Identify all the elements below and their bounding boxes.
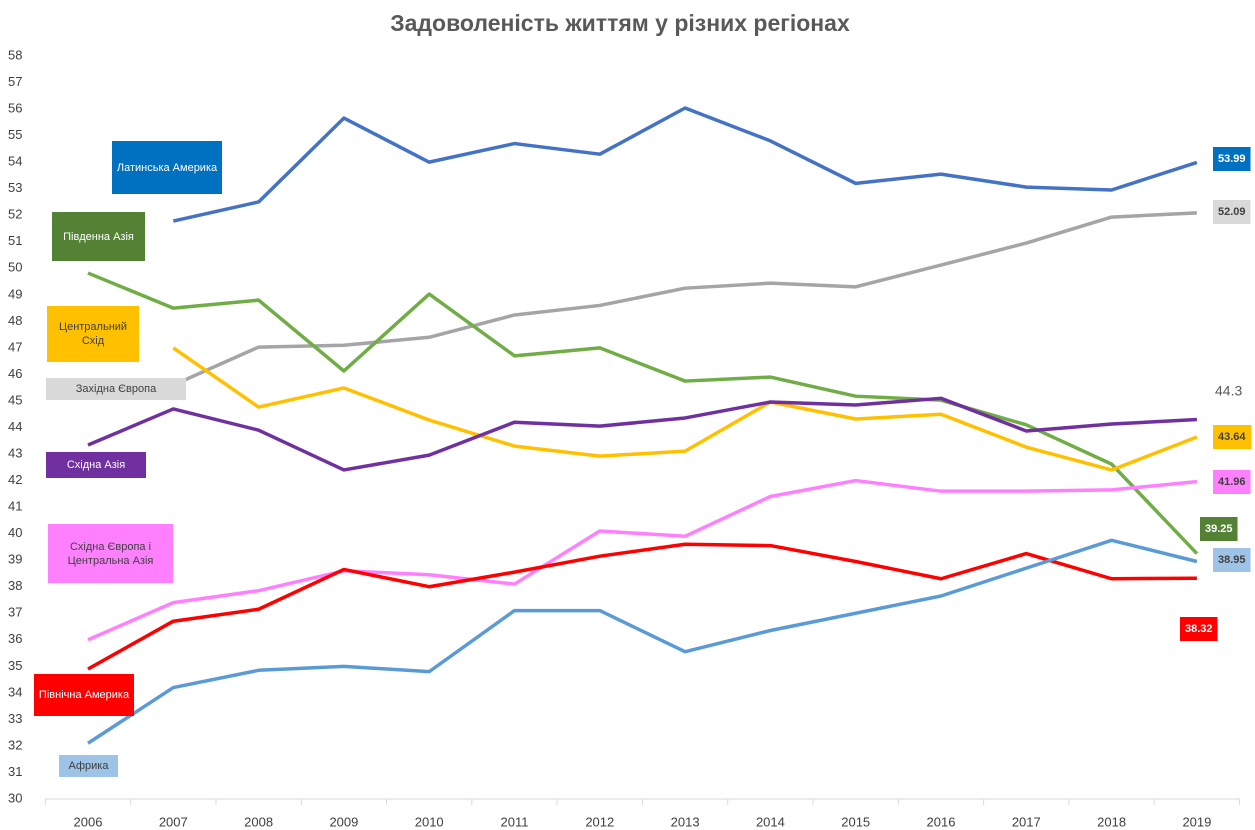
y-tick-label: 37 bbox=[8, 605, 22, 620]
y-tick-label: 54 bbox=[8, 154, 22, 169]
y-tick-label: 46 bbox=[8, 366, 22, 381]
y-tick-label: 57 bbox=[8, 74, 22, 89]
end-label: 53.99 bbox=[1218, 153, 1246, 165]
series-line bbox=[87, 542, 1197, 671]
y-tick-label: 42 bbox=[8, 472, 22, 487]
y-tick-label: 40 bbox=[8, 525, 22, 540]
legend-label: Африка bbox=[59, 755, 118, 777]
x-tick-label: 2012 bbox=[585, 814, 614, 829]
legend-label: Латинська Америка bbox=[112, 141, 222, 194]
y-tick-label: 55 bbox=[8, 127, 22, 142]
y-tick-label: 41 bbox=[8, 499, 22, 514]
y-tick-label: 35 bbox=[8, 658, 22, 673]
y-tick-label: 48 bbox=[8, 313, 22, 328]
y-tick-label: 53 bbox=[8, 180, 22, 195]
x-tick-label: 2018 bbox=[1097, 814, 1126, 829]
x-tick-label: 2008 bbox=[244, 814, 273, 829]
end-label-box bbox=[1200, 517, 1238, 541]
x-tick-label: 2011 bbox=[501, 814, 529, 829]
end-label-box bbox=[1213, 548, 1251, 572]
x-tick-label: 2016 bbox=[927, 814, 956, 829]
series-line bbox=[172, 106, 1198, 223]
legend-label: Східна Європа і Центральна Азія bbox=[48, 524, 173, 583]
series-line bbox=[87, 396, 1197, 472]
series-line bbox=[87, 271, 1199, 555]
legend-label: Центральний Схід bbox=[47, 306, 139, 362]
end-label-box bbox=[1213, 425, 1252, 449]
end-label: 43.64 bbox=[1218, 431, 1246, 443]
end-label: 39.25 bbox=[1205, 523, 1233, 535]
x-tick-label: 2019 bbox=[1182, 814, 1211, 829]
x-tick-label: 2015 bbox=[841, 814, 870, 829]
x-tick-label: 2006 bbox=[74, 814, 103, 829]
y-tick-label: 45 bbox=[8, 392, 22, 407]
legend-label: Північна Америка bbox=[34, 674, 134, 716]
legend-label: Південна Азія bbox=[52, 212, 145, 261]
y-tick-label: 36 bbox=[8, 631, 22, 646]
y-tick-label: 51 bbox=[8, 233, 22, 248]
y-tick-label: 32 bbox=[8, 737, 22, 752]
y-tick-label: 30 bbox=[8, 790, 22, 805]
end-label-box bbox=[1213, 200, 1251, 224]
y-tick-label: 44 bbox=[8, 419, 22, 434]
y-tick-label: 58 bbox=[8, 47, 22, 62]
y-tick-label: 52 bbox=[8, 207, 22, 222]
series-line bbox=[87, 538, 1198, 745]
end-label: 38.95 bbox=[1218, 554, 1246, 566]
y-tick-label: 47 bbox=[8, 339, 22, 354]
series-line bbox=[87, 478, 1198, 642]
end-label-box bbox=[1213, 470, 1251, 494]
y-tick-label: 33 bbox=[8, 711, 22, 726]
end-label-box bbox=[1213, 147, 1251, 171]
chart-title: Задоволеність життям у різних регіонах bbox=[390, 10, 850, 36]
x-tick-label: 2013 bbox=[671, 814, 700, 829]
y-tick-label: 50 bbox=[8, 260, 22, 275]
y-tick-label: 39 bbox=[8, 552, 22, 567]
x-tick-label: 2017 bbox=[1012, 814, 1041, 829]
x-tick-label: 2014 bbox=[756, 814, 785, 829]
end-label-box bbox=[1180, 617, 1218, 641]
y-tick-label: 43 bbox=[8, 445, 22, 460]
legend-label: Східна Азія bbox=[46, 452, 146, 478]
y-tick-label: 38 bbox=[8, 578, 22, 593]
end-label: 52.09 bbox=[1218, 206, 1246, 218]
end-label: 44.3 bbox=[1215, 383, 1242, 399]
series-line bbox=[172, 346, 1198, 472]
y-tick-label: 49 bbox=[8, 286, 22, 301]
end-label: 38.32 bbox=[1185, 623, 1213, 635]
x-tick-label: 2007 bbox=[159, 814, 188, 829]
series-line bbox=[172, 211, 1197, 387]
end-label: 41.96 bbox=[1218, 476, 1246, 488]
legend-label: Західна Європа bbox=[46, 378, 186, 400]
y-tick-label: 56 bbox=[8, 101, 22, 116]
y-tick-label: 34 bbox=[8, 684, 22, 699]
x-tick-label: 2010 bbox=[415, 814, 444, 829]
x-tick-label: 2009 bbox=[329, 814, 358, 829]
y-tick-label: 31 bbox=[8, 764, 22, 779]
